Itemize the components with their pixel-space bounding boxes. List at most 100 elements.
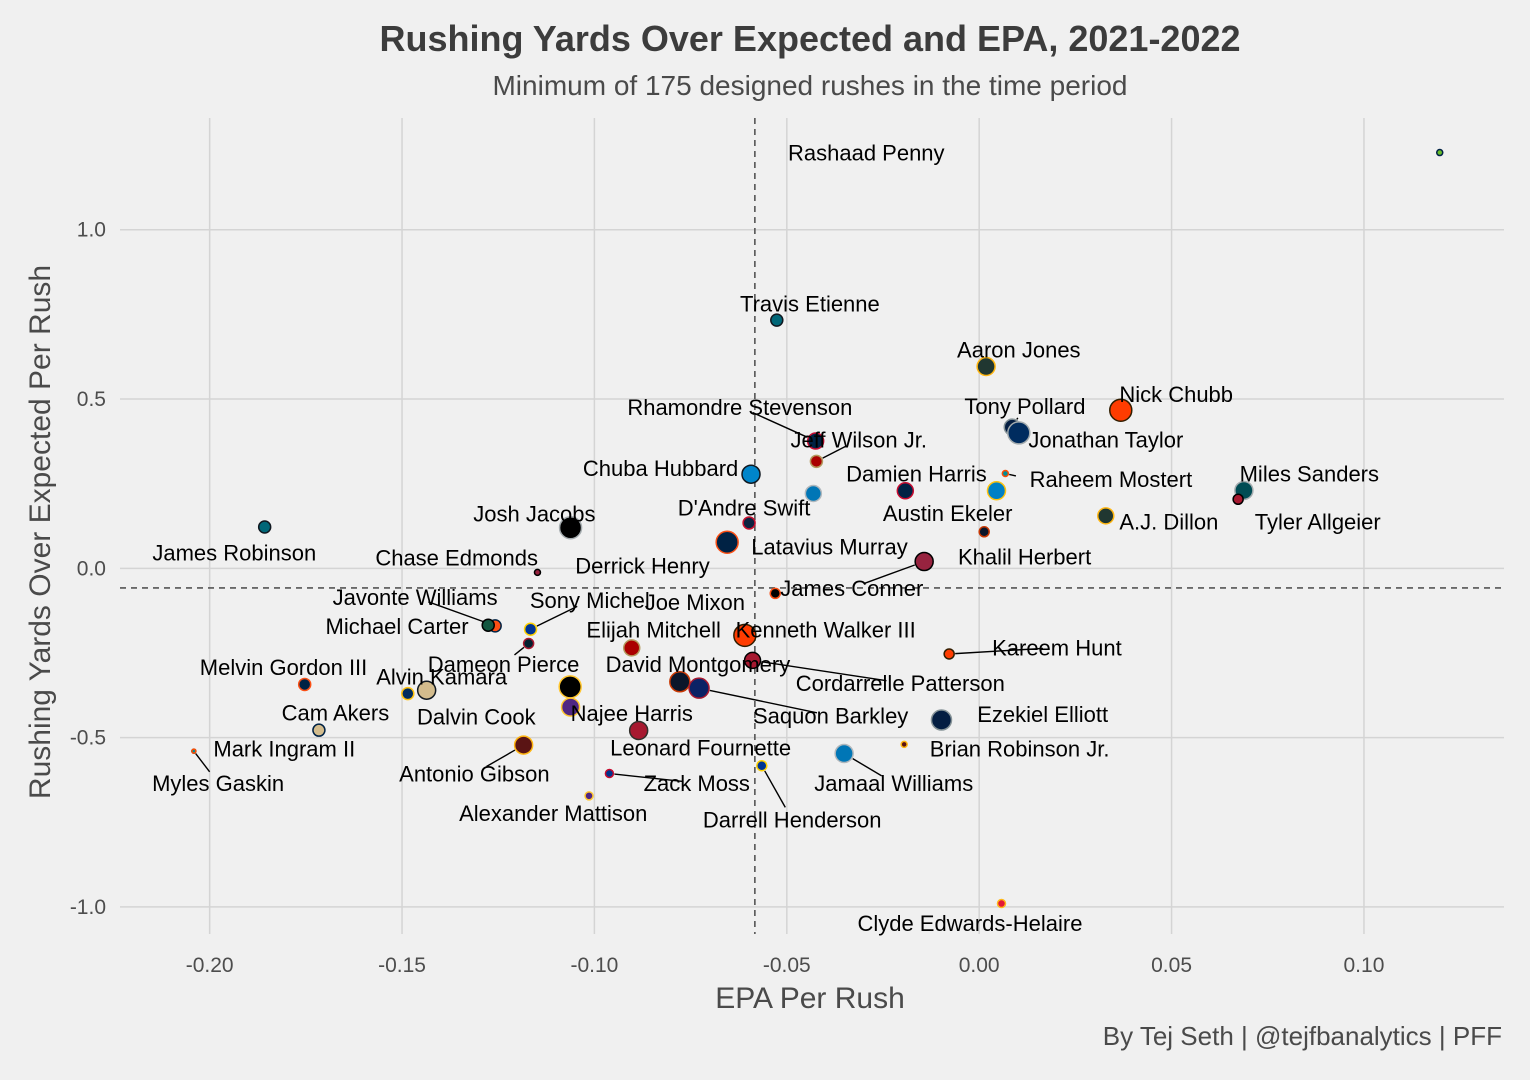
point-kenneth-walker-iii bbox=[733, 623, 757, 648]
point-nick-chubb bbox=[1109, 398, 1133, 422]
label-antonio-gibson: Antonio Gibson bbox=[399, 762, 549, 787]
point-josh-jacobs bbox=[558, 515, 583, 540]
point-dalvin-cook bbox=[558, 675, 582, 699]
leader-line bbox=[822, 445, 847, 459]
point-myles-gaskin bbox=[191, 748, 197, 754]
point-derrick-henry bbox=[742, 516, 756, 530]
point-darrell-henderson bbox=[756, 759, 768, 772]
label-elijah-mitchell: Elijah Mitchell bbox=[586, 617, 721, 642]
point-cordarrelle-patterson bbox=[743, 651, 762, 670]
label-ezekiel-elliott: Ezekiel Elliott bbox=[977, 702, 1108, 727]
label-sony-michel: Sony Michel bbox=[530, 588, 650, 613]
label-joe-mixon: Joe Mixon bbox=[645, 590, 745, 615]
label-josh-jacobs: Josh Jacobs bbox=[473, 501, 595, 526]
label-clyde-edwards-helaire: Clyde Edwards-Helaire bbox=[857, 911, 1082, 936]
point-alexander-mattison bbox=[584, 791, 594, 801]
chart-subtitle: Minimum of 175 designed rushes in the ti… bbox=[492, 70, 1128, 101]
x-tick-label: 0.10 bbox=[1344, 954, 1385, 977]
label-chase-edmonds: Chase Edmonds bbox=[375, 545, 538, 570]
chart-title: Rushing Yards Over Expected and EPA, 202… bbox=[379, 18, 1241, 59]
label-kareem-hunt: Kareem Hunt bbox=[992, 636, 1122, 661]
y-tick-label: -1.0 bbox=[70, 896, 106, 919]
label-dameon-pierce: Dameon Pierce bbox=[428, 652, 580, 677]
x-tick-label: -0.05 bbox=[763, 954, 811, 977]
y-axis-label: Rushing Yards Over Expected Per Rush bbox=[24, 265, 57, 799]
point-dameon-pierce bbox=[522, 637, 535, 650]
label-myles-gaskin: Myles Gaskin bbox=[152, 771, 284, 796]
point-ezekiel-elliott bbox=[930, 709, 953, 731]
label-latavius-murray: Latavius Murray bbox=[751, 535, 908, 560]
leader-line bbox=[1009, 473, 1017, 477]
point-melvin-gordon-iii bbox=[297, 677, 312, 692]
label-james-conner: James Conner bbox=[780, 576, 923, 601]
leader-line bbox=[752, 411, 808, 438]
leader-line bbox=[852, 758, 883, 777]
label-mark-ingram-ii: Mark Ingram II bbox=[213, 736, 355, 761]
point-alvin-kamara bbox=[416, 680, 437, 700]
label-saquon-barkley: Saquon Barkley bbox=[753, 704, 908, 729]
x-tick-label: 0.05 bbox=[1151, 954, 1192, 977]
label-javonte-williams: Javonte Williams bbox=[333, 585, 498, 610]
label-cordarrelle-patterson: Cordarrelle Patterson bbox=[796, 671, 1005, 696]
point-brian-robinson-jr- bbox=[900, 740, 908, 749]
point-joe-mixon bbox=[769, 587, 782, 600]
label-cam-akers: Cam Akers bbox=[282, 701, 390, 726]
label-chuba-hubbard: Chuba Hubbard bbox=[583, 456, 738, 481]
point-travis-etienne bbox=[770, 313, 784, 327]
point-rashaad-penny bbox=[1435, 148, 1444, 157]
point-austin-ekeler bbox=[986, 481, 1007, 501]
point-latavius-murray bbox=[715, 530, 739, 555]
y-tick-label: -0.5 bbox=[70, 727, 106, 750]
point-nyheim-hines bbox=[401, 686, 415, 701]
chart-caption: By Tej Seth | @tejfbanalytics | PFF bbox=[1102, 1021, 1502, 1051]
point-david-montgomery bbox=[669, 671, 691, 693]
label-leonard-fournette: Leonard Fournette bbox=[610, 735, 791, 760]
y-tick-label: 0.0 bbox=[77, 557, 106, 580]
point-sony-michel bbox=[523, 622, 538, 637]
point-najee-harris bbox=[560, 697, 581, 717]
label-nick-chubb: Nick Chubb bbox=[1119, 382, 1233, 407]
label-travis-etienne: Travis Etienne bbox=[740, 292, 880, 317]
y-tick-label: 0.5 bbox=[77, 388, 106, 411]
label-rhamondre-stevenson: Rhamondre Stevenson bbox=[627, 395, 852, 420]
label-a-j-dillon: A.J. Dillon bbox=[1119, 510, 1218, 535]
leader-line bbox=[486, 749, 516, 768]
point-james-robinson bbox=[257, 520, 272, 534]
point-damien-harris bbox=[896, 482, 915, 500]
label-khalil-herbert: Khalil Herbert bbox=[958, 544, 1091, 569]
leader-line bbox=[764, 770, 786, 808]
point-chuba-hubbard bbox=[741, 464, 761, 484]
axis-ticks: -0.20 -0.15 -0.10 -0.05 0.00 0.05 0.10 1.0 0.5 0.… bbox=[70, 219, 1385, 977]
label-damien-harris: Damien Harris bbox=[846, 462, 987, 487]
point-kareem-hunt bbox=[943, 648, 955, 660]
label-tony-pollard: Tony Pollard bbox=[964, 394, 1085, 419]
point-d-andre-swift bbox=[804, 484, 823, 503]
label-michael-carter: Michael Carter bbox=[326, 614, 469, 639]
point-leonard-fournette bbox=[628, 720, 649, 741]
y-tick-label: 1.0 bbox=[77, 219, 106, 242]
point-labels: Rashaad Penny Travis Etienne Aaron Jones Ni… bbox=[152, 141, 1381, 936]
point-tyler-allgeier bbox=[1232, 493, 1244, 506]
label-zack-moss: Zack Moss bbox=[644, 771, 750, 796]
data-points bbox=[191, 148, 1444, 909]
label-rashaad-penny: Rashaad Penny bbox=[788, 141, 945, 166]
x-tick-label: -0.10 bbox=[570, 954, 618, 977]
label-brian-robinson-jr-: Brian Robinson Jr. bbox=[930, 736, 1110, 761]
leader-line bbox=[614, 773, 683, 783]
point-rhamondre-stevenson bbox=[806, 432, 825, 450]
label-alvin-kamara: Alvin Kamara bbox=[376, 665, 508, 690]
leader-line bbox=[536, 605, 578, 627]
point-clyde-edwards-helaire bbox=[996, 898, 1007, 909]
label-jonathan-taylor: Jonathan Taylor bbox=[1028, 428, 1183, 453]
point-a-j-dillon bbox=[1097, 507, 1115, 525]
point-cam-akers bbox=[312, 723, 326, 737]
x-axis-label: EPA Per Rush bbox=[715, 982, 905, 1015]
label-derrick-henry: Derrick Henry bbox=[575, 554, 709, 579]
label-dalvin-cook: Dalvin Cook bbox=[417, 705, 537, 730]
leader-line bbox=[955, 647, 1043, 655]
leader-line bbox=[428, 601, 489, 625]
label-raheem-mostert: Raheem Mostert bbox=[1030, 467, 1193, 492]
x-tick-label: 0.00 bbox=[959, 954, 1000, 977]
x-tick-label: -0.20 bbox=[186, 954, 234, 977]
